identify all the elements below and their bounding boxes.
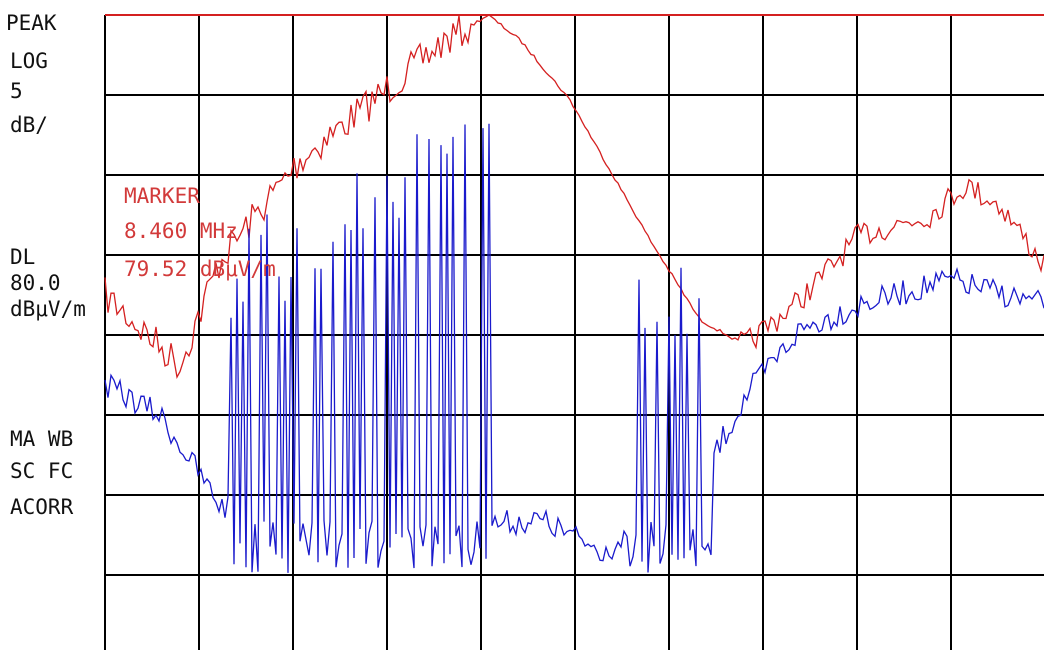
display-line-unit: dBμV/m [10,297,86,321]
traces [104,14,1044,573]
scale-value: 5 [10,79,23,103]
detector: PEAK [6,11,57,35]
setting: SC FC [10,459,73,483]
graticule [104,15,1044,650]
display-line-label: DL [10,245,35,269]
scale-unit: dB/ [10,113,48,137]
trace-blue [104,123,1044,573]
marker-frequency: 8.460 MHz [124,219,238,243]
marker-level: 79.52 dBμV/m [124,257,276,281]
scale-type: LOG [10,49,48,73]
setting: ACORR [10,495,74,519]
setting: MA WB [10,427,73,451]
marker-label: MARKER [124,184,200,208]
trace-red [104,14,1044,380]
display-line-value: 80.0 [10,271,61,295]
